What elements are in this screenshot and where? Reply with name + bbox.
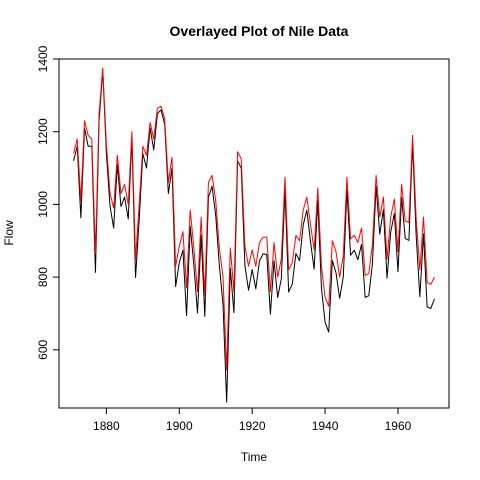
x-tick-label: 1940 bbox=[312, 419, 339, 433]
x-tick-label: 1880 bbox=[93, 419, 120, 433]
y-tick-label: 1000 bbox=[36, 191, 50, 218]
series-layer bbox=[73, 67, 435, 403]
y-tick-label: 800 bbox=[36, 267, 50, 287]
y-tick-label: 1400 bbox=[36, 45, 50, 72]
x-axis: 1880 1900 1920 1940 1960 bbox=[93, 407, 412, 433]
series-line-2 bbox=[73, 67, 435, 371]
x-tick-label: 1900 bbox=[166, 419, 193, 433]
x-axis-label: Time bbox=[241, 450, 268, 464]
y-tick-label: 600 bbox=[36, 340, 50, 360]
x-tick-label: 1960 bbox=[385, 419, 412, 433]
series-line-1 bbox=[73, 69, 435, 403]
x-tick-label: 1920 bbox=[239, 419, 266, 433]
y-axis-label: Flow bbox=[2, 220, 16, 246]
chart-title: Overlayed Plot of Nile Data bbox=[170, 23, 349, 39]
y-axis: 600 800 1000 1200 1400 bbox=[36, 45, 60, 360]
y-tick-label: 1200 bbox=[36, 118, 50, 145]
